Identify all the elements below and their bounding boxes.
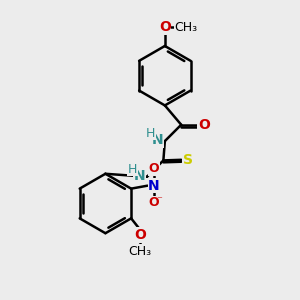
Text: O: O (198, 118, 210, 132)
Text: O: O (149, 196, 159, 209)
Text: O: O (149, 162, 159, 175)
Text: H: H (146, 127, 155, 140)
Text: S: S (183, 153, 193, 167)
Text: O: O (134, 228, 146, 242)
Text: N: N (152, 133, 163, 147)
Text: CH₃: CH₃ (128, 244, 152, 258)
Text: CH₃: CH₃ (175, 21, 198, 34)
Text: ⁻: ⁻ (157, 196, 162, 206)
Text: N: N (148, 179, 160, 193)
Text: O: O (159, 20, 171, 34)
Text: N: N (134, 169, 146, 183)
Text: H: H (128, 163, 137, 176)
